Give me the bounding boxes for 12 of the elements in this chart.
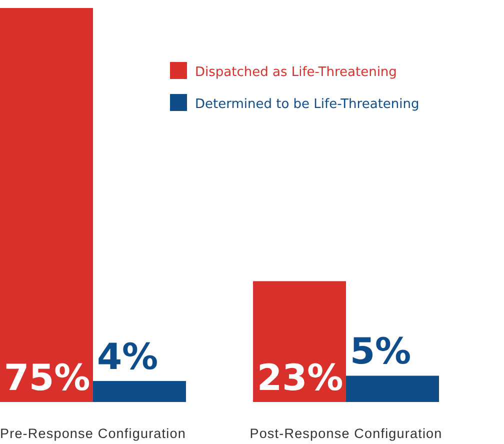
bar xyxy=(346,376,439,402)
x-tick-label: Pre-Response Configuration xyxy=(0,426,186,441)
bar xyxy=(0,8,93,402)
legend-label: Dispatched as Life-Threatening xyxy=(195,65,397,80)
legend-label: Determined to be Life-Threatening xyxy=(195,97,420,112)
bar xyxy=(253,281,346,402)
data-label: 75% xyxy=(4,358,90,399)
bar xyxy=(92,380,186,402)
data-label: 4% xyxy=(96,336,158,378)
x-tick-label: Post-Response Configuration xyxy=(250,426,442,441)
data-label: 23% xyxy=(257,358,344,399)
data-label: 5% xyxy=(350,332,412,373)
